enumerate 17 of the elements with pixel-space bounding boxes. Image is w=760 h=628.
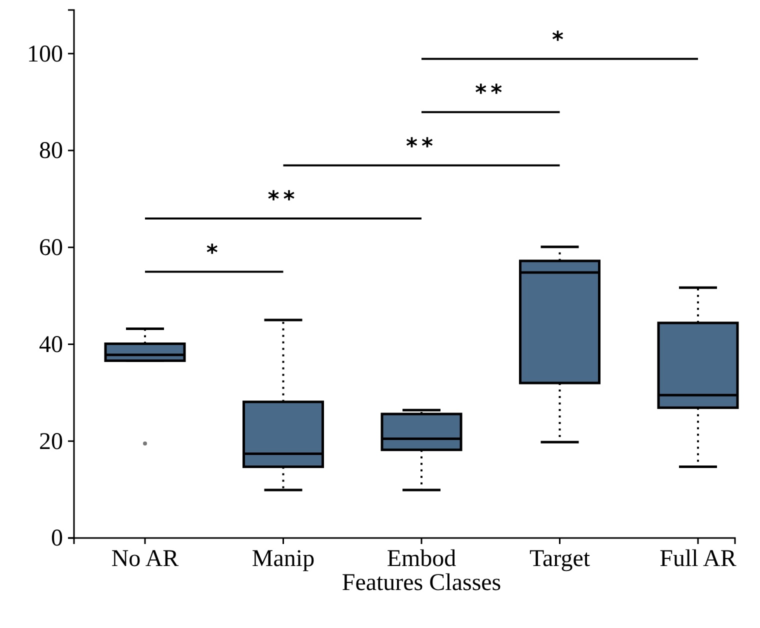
x-tick-label: No AR xyxy=(111,546,179,572)
x-tick-label: Manip xyxy=(252,546,315,572)
y-tick-label: 100 xyxy=(27,41,63,68)
annotation: * xyxy=(552,28,568,53)
y-tick-label: 0 xyxy=(51,526,63,552)
x-tick-label: Full AR xyxy=(660,546,736,572)
x-axis-title: Features Classes xyxy=(342,570,502,596)
annotation: ** xyxy=(268,188,299,213)
y-tick-label: 60 xyxy=(39,235,63,262)
x-tick-label: Embod xyxy=(386,546,456,572)
y-tick-label: 40 xyxy=(39,332,63,358)
annotation: ** xyxy=(475,81,506,106)
annotation: ** xyxy=(406,134,438,160)
x-tick-label: Target xyxy=(529,546,590,572)
annotation: * xyxy=(206,240,222,266)
y-tick-label: 20 xyxy=(39,428,63,455)
y-tick-label: 80 xyxy=(39,138,63,164)
